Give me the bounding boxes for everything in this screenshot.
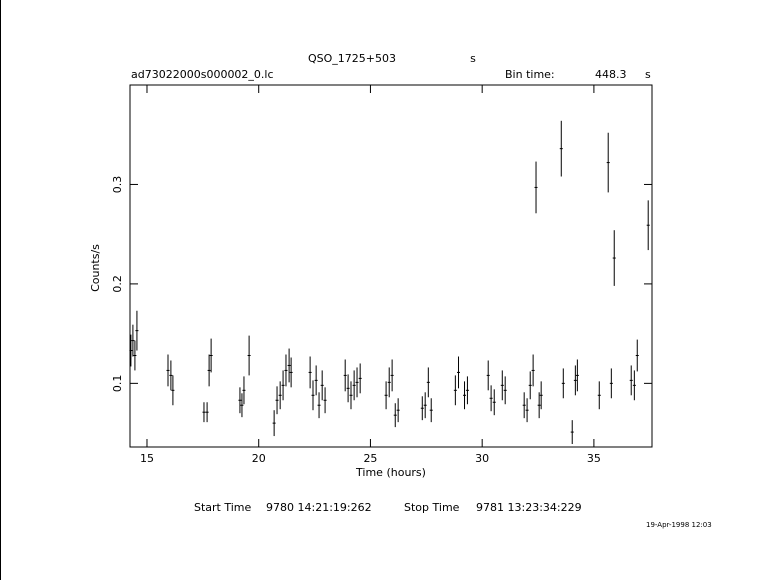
start-time-label: Start Time: [194, 501, 252, 514]
plot-frame: [129, 84, 653, 448]
x-tick-label: 35: [587, 452, 601, 465]
stop-time-label: Stop Time: [404, 501, 460, 514]
y-axis-label: Counts/s: [89, 244, 102, 292]
bin-time-label: Bin time:: [505, 68, 555, 81]
x-tick-label: 20: [252, 452, 266, 465]
y-tick-label: 0.2: [111, 275, 124, 293]
x-tick-label: 15: [140, 452, 154, 465]
chart-title: QSO_1725+503: [308, 52, 396, 65]
x-tick-label: 30: [475, 452, 489, 465]
bin-time: 448.3: [595, 68, 627, 81]
file-name: ad73022000s000002_0.lc: [131, 68, 274, 81]
x-axis-label: Time (hours): [355, 466, 426, 479]
x-tick-label: 25: [363, 452, 377, 465]
stop-time: 9781 13:23:34:229: [476, 501, 582, 514]
date-stamp: 19-Apr-1998 12:03: [646, 521, 712, 529]
start-time: 9780 14:21:19:262: [266, 501, 372, 514]
bin-time-unit: s: [645, 68, 651, 81]
title-suffix: s: [470, 52, 476, 65]
y-tick-label: 0.3: [111, 176, 124, 194]
y-tick-label: 0.1: [111, 375, 124, 393]
